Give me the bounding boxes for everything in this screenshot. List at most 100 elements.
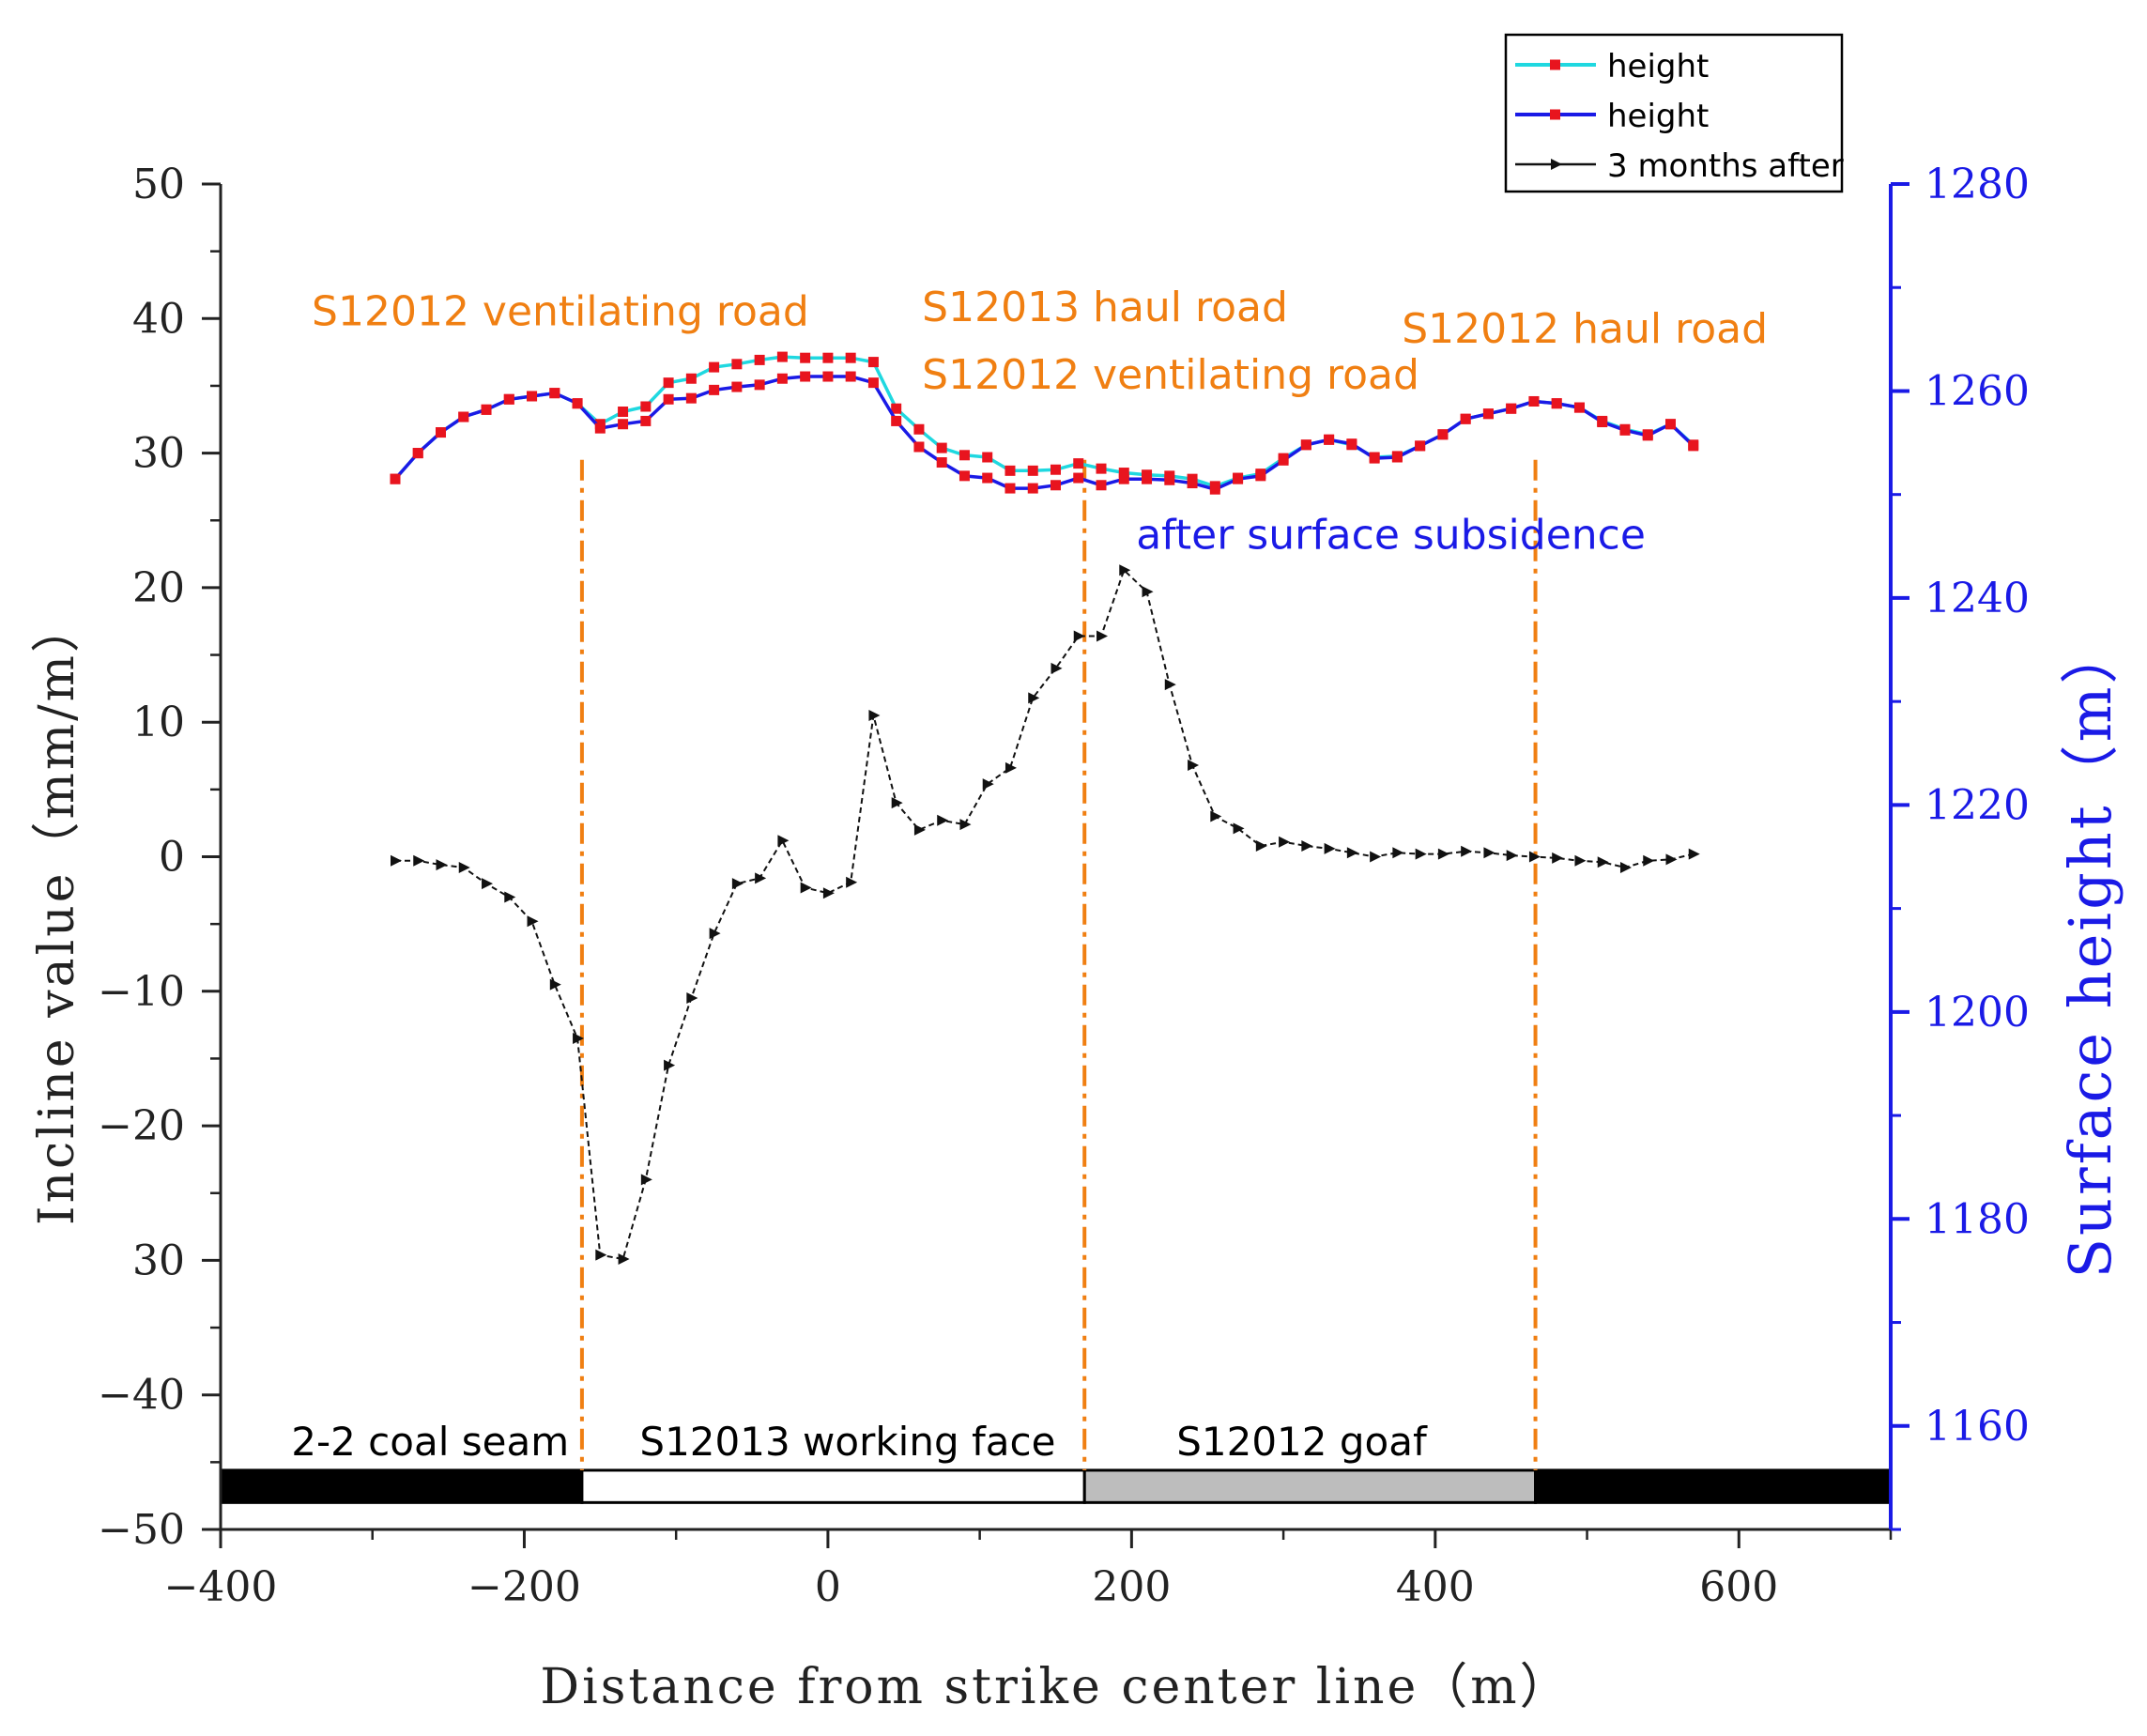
series-1-point-12 <box>663 393 674 405</box>
series-2-point-1 <box>413 854 425 867</box>
series-1-point-15 <box>731 381 743 392</box>
legend: height height 3 months after <box>1504 33 1844 193</box>
series-1-point-35 <box>1187 478 1198 489</box>
series-2-point-44 <box>1392 847 1404 859</box>
right-tick-label-4: 1200 <box>1925 989 2030 1037</box>
series-2-point-21 <box>868 710 881 722</box>
series-2-point-45 <box>1415 848 1427 860</box>
series-1-point-10 <box>618 419 629 430</box>
series-2-point-39 <box>1279 836 1291 848</box>
series-1-point-19 <box>822 371 834 382</box>
series-2-point-30 <box>1073 630 1085 642</box>
strata-segment-1 <box>580 1468 1086 1504</box>
x-axis-title: Distance from strike center line（m） <box>540 1659 1571 1715</box>
series-0-point-15 <box>731 359 743 370</box>
data-series <box>390 351 1700 1265</box>
series-1-point-57 <box>1688 440 1699 452</box>
left-tick-label-10: −50 <box>98 1506 185 1554</box>
series-1-point-42 <box>1346 438 1357 450</box>
series-1-point-53 <box>1597 417 1608 428</box>
series-2-point-4 <box>482 878 494 890</box>
series-0-point-14 <box>709 361 720 373</box>
series-1-point-8 <box>572 398 583 409</box>
series-1-point-33 <box>1142 473 1153 484</box>
series-2-point-25 <box>959 819 972 831</box>
series-0-point-28 <box>1027 465 1038 476</box>
series-1-point-28 <box>1027 483 1038 494</box>
series-2-point-54 <box>1619 861 1632 873</box>
series-2-point-9 <box>595 1249 607 1261</box>
series-1-point-20 <box>845 371 856 382</box>
series-2-point-10 <box>618 1252 630 1265</box>
series-1-point-0 <box>390 473 401 484</box>
series-1-point-29 <box>1050 480 1061 491</box>
strata-segment-2 <box>1082 1468 1538 1504</box>
left-tick-label-4: 10 <box>132 699 185 746</box>
series-0-point-18 <box>800 352 811 363</box>
series-1-point-30 <box>1073 472 1084 484</box>
right-tick-label-3: 1220 <box>1925 781 2030 829</box>
series-2-point-33 <box>1142 586 1154 598</box>
left-axis-title: Incline value（mm/m） <box>29 601 85 1225</box>
series-1-point-49 <box>1506 403 1517 414</box>
right-tick-label-5: 1180 <box>1925 1195 2030 1243</box>
series-1-point-13 <box>685 392 697 404</box>
series-2-point-13 <box>686 991 698 1004</box>
series-2-point-26 <box>982 778 994 791</box>
series-2-point-17 <box>777 835 790 847</box>
series-1-point-24 <box>936 457 947 469</box>
series-0-point-31 <box>1096 463 1107 474</box>
series-1-point-36 <box>1209 484 1220 495</box>
series-2-point-57 <box>1688 848 1700 860</box>
series-1-point-52 <box>1573 402 1585 413</box>
series-1-point-6 <box>527 391 538 402</box>
annotation-4: after surface subsidence <box>1136 511 1646 559</box>
series-1-point-50 <box>1528 395 1540 407</box>
series-2-point-20 <box>846 876 858 888</box>
x-tick-label-3: 200 <box>1092 1563 1171 1611</box>
series-1-point-9 <box>594 422 606 434</box>
series-1-point-46 <box>1437 429 1449 440</box>
series-0-point-26 <box>982 452 993 463</box>
strata-segment-3 <box>1534 1468 1893 1504</box>
series-1-point-31 <box>1096 480 1107 491</box>
right-tick-label-2: 1240 <box>1925 575 2030 622</box>
series-1-point-4 <box>481 404 492 415</box>
left-tick-label-2: 30 <box>132 430 185 478</box>
x-tick-label-5: 600 <box>1699 1563 1778 1611</box>
series-2-point-56 <box>1665 853 1678 866</box>
annotation-0: S12012 ventilating road <box>312 287 809 335</box>
left-tick-label-1: 40 <box>132 295 185 343</box>
series-1-point-11 <box>640 415 652 426</box>
series-0-point-17 <box>776 351 788 362</box>
series-2-point-31 <box>1097 630 1109 642</box>
left-tick-label-6: −10 <box>98 968 185 1016</box>
series-1-point-26 <box>982 472 993 484</box>
legend-label-0: height <box>1607 48 1709 85</box>
reference-lines <box>579 459 1538 1470</box>
right-tick-label-6: 1160 <box>1925 1403 2030 1451</box>
series-1-point-51 <box>1551 398 1562 409</box>
series-2-point-7 <box>549 978 561 991</box>
left-tick-label-5: 0 <box>159 834 185 882</box>
legend-marker-0 <box>1550 59 1560 70</box>
series-0-point-21 <box>867 357 879 368</box>
left-tick-label-8: 30 <box>132 1237 185 1284</box>
series-0-point-25 <box>958 450 970 461</box>
series-1-point-56 <box>1664 419 1676 430</box>
x-tick-label-0: −400 <box>164 1563 278 1611</box>
x-tick-label-4: 400 <box>1396 1563 1475 1611</box>
series-1-point-55 <box>1642 430 1653 441</box>
series-2-point-46 <box>1437 848 1449 860</box>
series-1-point-22 <box>891 415 902 426</box>
series-0-point-10 <box>618 407 629 418</box>
series-1-point-25 <box>958 470 970 482</box>
axes: 50 40 30 20 10 0 −10 −20 30 −40 −50 −400 −200 0 200 400… <box>29 161 2124 1715</box>
series-2-point-11 <box>640 1174 652 1186</box>
series-2-point-2 <box>436 859 448 871</box>
series-2-point-28 <box>1028 692 1040 704</box>
series-2-point-6 <box>527 915 539 928</box>
series-1-point-14 <box>709 384 720 395</box>
